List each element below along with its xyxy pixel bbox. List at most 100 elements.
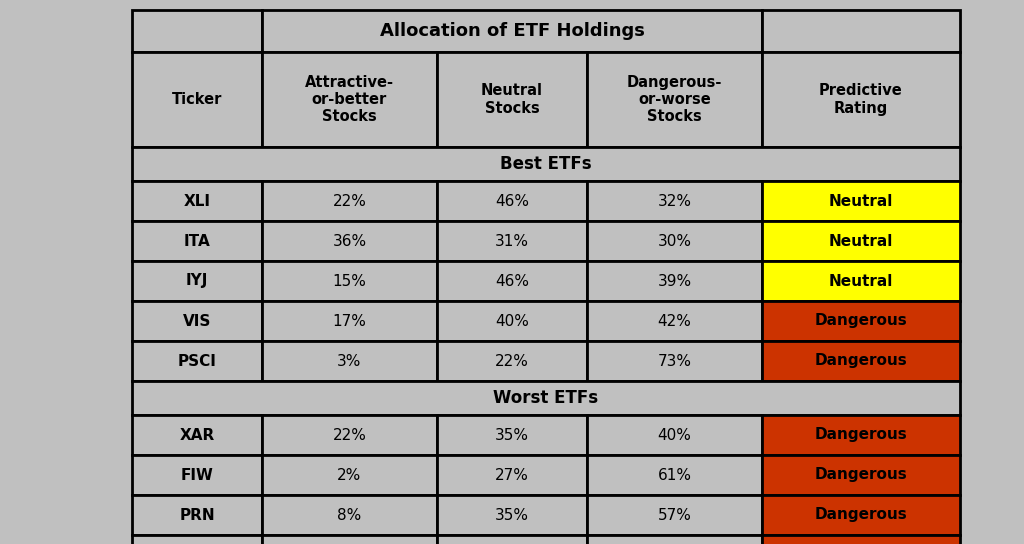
Bar xyxy=(587,52,762,147)
Bar xyxy=(132,221,262,261)
Bar xyxy=(132,495,262,535)
Bar xyxy=(132,261,262,301)
Bar xyxy=(437,415,587,455)
Bar xyxy=(437,301,587,341)
Text: Dangerous: Dangerous xyxy=(815,428,907,442)
Text: PSCI: PSCI xyxy=(177,354,216,368)
Text: 8%: 8% xyxy=(337,508,361,522)
Text: Neutral: Neutral xyxy=(828,274,893,288)
Text: 57%: 57% xyxy=(657,508,691,522)
Text: Attractive-
or-better
Stocks: Attractive- or-better Stocks xyxy=(305,75,394,125)
Bar xyxy=(437,341,587,381)
Bar xyxy=(762,10,961,52)
Bar xyxy=(762,455,961,495)
Text: IYJ: IYJ xyxy=(185,274,208,288)
Text: 36%: 36% xyxy=(333,233,367,249)
Text: PRN: PRN xyxy=(179,508,215,522)
Bar xyxy=(132,147,961,181)
Text: ITA: ITA xyxy=(183,233,210,249)
Bar xyxy=(437,535,587,544)
Text: Ticker: Ticker xyxy=(172,92,222,107)
Bar xyxy=(262,301,437,341)
Bar xyxy=(262,181,437,221)
Bar xyxy=(437,221,587,261)
Bar xyxy=(437,495,587,535)
Text: 22%: 22% xyxy=(333,194,367,208)
Text: Dangerous: Dangerous xyxy=(815,354,907,368)
Bar xyxy=(762,52,961,147)
Bar xyxy=(587,535,762,544)
Bar xyxy=(262,52,437,147)
Bar xyxy=(762,181,961,221)
Bar xyxy=(262,415,437,455)
Bar xyxy=(132,10,262,52)
Bar xyxy=(132,535,262,544)
Text: 3%: 3% xyxy=(337,354,361,368)
Bar xyxy=(587,415,762,455)
Bar xyxy=(762,221,961,261)
Bar xyxy=(437,261,587,301)
Bar xyxy=(762,415,961,455)
Bar xyxy=(762,301,961,341)
Bar xyxy=(437,181,587,221)
Text: 35%: 35% xyxy=(495,508,529,522)
Bar xyxy=(262,535,437,544)
Text: 15%: 15% xyxy=(333,274,367,288)
Text: 27%: 27% xyxy=(495,467,529,483)
Text: Predictive
Rating: Predictive Rating xyxy=(819,83,903,116)
Text: Allocation of ETF Holdings: Allocation of ETF Holdings xyxy=(380,22,644,40)
Bar xyxy=(262,10,762,52)
Bar xyxy=(587,181,762,221)
Bar xyxy=(262,261,437,301)
Text: Worst ETFs: Worst ETFs xyxy=(494,389,599,407)
Bar xyxy=(437,455,587,495)
Text: FIW: FIW xyxy=(180,467,213,483)
Bar xyxy=(587,261,762,301)
Bar xyxy=(762,495,961,535)
Bar xyxy=(262,341,437,381)
Bar xyxy=(587,495,762,535)
Text: Dangerous: Dangerous xyxy=(815,313,907,329)
Text: 39%: 39% xyxy=(657,274,691,288)
Text: 73%: 73% xyxy=(657,354,691,368)
Text: Dangerous: Dangerous xyxy=(815,467,907,483)
Bar xyxy=(132,52,262,147)
Text: VIS: VIS xyxy=(183,313,211,329)
Text: 35%: 35% xyxy=(495,428,529,442)
Text: Neutral: Neutral xyxy=(828,233,893,249)
Bar xyxy=(587,221,762,261)
Text: 32%: 32% xyxy=(657,194,691,208)
Text: 61%: 61% xyxy=(657,467,691,483)
Bar xyxy=(762,341,961,381)
Text: Dangerous-
or-worse
Stocks: Dangerous- or-worse Stocks xyxy=(627,75,722,125)
Bar xyxy=(262,495,437,535)
Text: 22%: 22% xyxy=(495,354,529,368)
Bar xyxy=(437,52,587,147)
Text: 22%: 22% xyxy=(333,428,367,442)
Text: 46%: 46% xyxy=(495,194,529,208)
Text: 40%: 40% xyxy=(495,313,529,329)
Bar xyxy=(132,455,262,495)
Text: 40%: 40% xyxy=(657,428,691,442)
Bar xyxy=(132,301,262,341)
Bar xyxy=(132,181,262,221)
Bar xyxy=(132,381,961,415)
Text: Dangerous: Dangerous xyxy=(815,508,907,522)
Text: 2%: 2% xyxy=(337,467,361,483)
Text: XLI: XLI xyxy=(183,194,211,208)
Bar xyxy=(262,221,437,261)
Bar xyxy=(587,341,762,381)
Text: Best ETFs: Best ETFs xyxy=(500,155,592,173)
Bar xyxy=(587,455,762,495)
Bar xyxy=(132,341,262,381)
Text: 42%: 42% xyxy=(657,313,691,329)
Text: 31%: 31% xyxy=(495,233,529,249)
Bar xyxy=(762,535,961,544)
Text: 30%: 30% xyxy=(657,233,691,249)
Bar xyxy=(762,261,961,301)
Bar xyxy=(262,455,437,495)
Text: Neutral: Neutral xyxy=(828,194,893,208)
Text: 17%: 17% xyxy=(333,313,367,329)
Bar xyxy=(587,301,762,341)
Text: 46%: 46% xyxy=(495,274,529,288)
